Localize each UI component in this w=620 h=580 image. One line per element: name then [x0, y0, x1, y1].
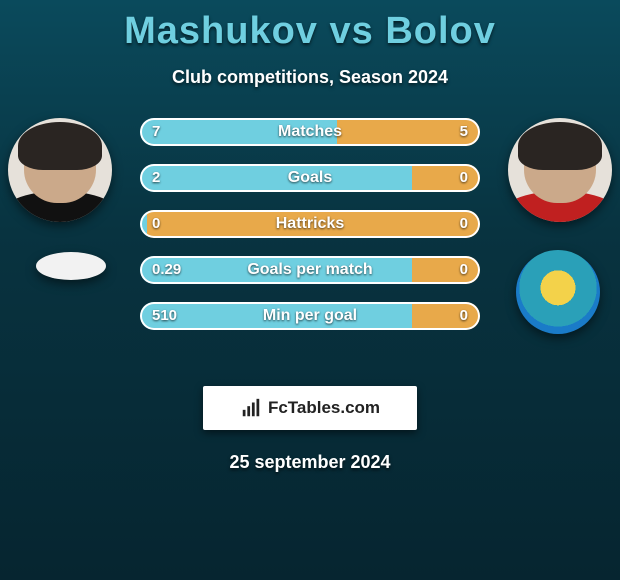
- stat-row: 00Hattricks: [140, 210, 480, 238]
- brand-box: FcTables.com: [203, 386, 417, 430]
- player-left-avatar: [8, 118, 112, 222]
- stat-label: Hattricks: [140, 210, 480, 238]
- page-title: Mashukov vs Bolov: [0, 0, 620, 53]
- stat-row: 75Matches: [140, 118, 480, 146]
- stat-label: Matches: [140, 118, 480, 146]
- stat-row: 20Goals: [140, 164, 480, 192]
- stat-label: Goals: [140, 164, 480, 192]
- stat-label: Min per goal: [140, 302, 480, 330]
- player-right-avatar: [508, 118, 612, 222]
- stat-row: 0.290Goals per match: [140, 256, 480, 284]
- page-subtitle: Club competitions, Season 2024: [0, 67, 620, 88]
- date-text: 25 september 2024: [0, 452, 620, 473]
- stat-bars: 75Matches 20Goals 00Hattricks 0.290Goals pe…: [140, 118, 480, 348]
- player-left-club-badge: [36, 252, 106, 280]
- brand-text: FcTables.com: [268, 398, 380, 418]
- chart-icon: [240, 397, 262, 419]
- stat-row: 5100Min per goal: [140, 302, 480, 330]
- player-right-club-badge: [516, 250, 600, 334]
- stat-label: Goals per match: [140, 256, 480, 284]
